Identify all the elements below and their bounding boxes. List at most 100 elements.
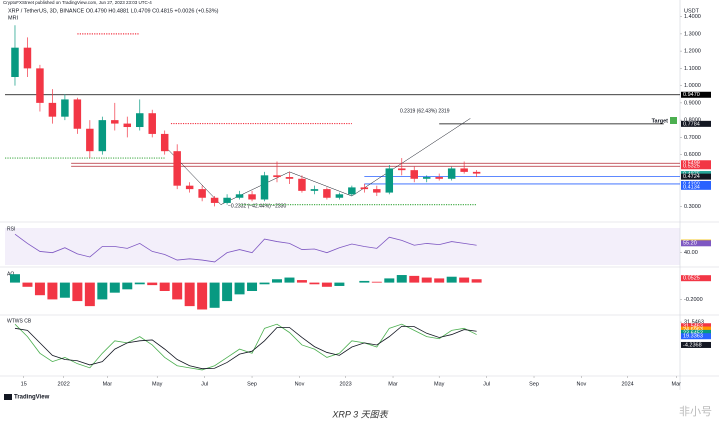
histogram-bar	[9, 274, 20, 283]
candle-body	[248, 194, 256, 200]
histogram-bar	[197, 282, 208, 310]
y-tick-label: 0.3000	[684, 204, 701, 210]
price-label-box	[681, 326, 711, 333]
x-tick-label: Nov	[295, 381, 305, 387]
histogram-bar	[421, 277, 432, 283]
y-tick-label: -0.2000	[684, 297, 703, 303]
price-label-box	[681, 333, 711, 340]
measure-label: 0.2319 (62.43%) 2319	[400, 108, 450, 114]
candle-body	[472, 171, 481, 174]
histogram-bar	[434, 278, 445, 283]
logo: TradingView	[14, 395, 50, 401]
price-label: 0.4134	[683, 184, 700, 190]
price-label: 19.3363	[683, 334, 703, 340]
candle-body	[136, 113, 144, 128]
histogram-bar	[334, 282, 345, 286]
histogram-bar	[247, 282, 258, 291]
histogram-bar	[209, 282, 220, 308]
price-label: 0.7784	[683, 121, 700, 127]
y-tick-label: 1.0000	[684, 83, 701, 89]
price-label-box	[681, 323, 711, 330]
candle-body	[435, 177, 443, 179]
histogram-bar	[396, 275, 407, 283]
candle-body	[61, 99, 69, 117]
x-tick-label: 2023	[339, 381, 351, 387]
histogram-bar	[134, 282, 145, 285]
x-tick-label: 2024	[621, 381, 633, 387]
indicator-line	[14, 323, 477, 371]
candle-body	[335, 194, 344, 198]
candle-body	[385, 168, 394, 193]
candle-body	[223, 197, 231, 203]
y-tick-label: 0.7000	[684, 135, 701, 141]
histogram-bar	[122, 282, 133, 290]
histogram-bar	[72, 282, 83, 302]
candle-body	[48, 102, 57, 117]
histogram-bar	[34, 282, 45, 296]
y-tick-label: 1.3000	[684, 31, 701, 37]
currency: USDT	[684, 8, 700, 14]
histogram-bar	[147, 282, 158, 286]
price-label-box	[681, 173, 711, 180]
price-label-box	[681, 183, 711, 190]
candle-body	[235, 194, 244, 198]
y-tick-label: 40.00	[684, 250, 698, 256]
candle-body	[310, 189, 319, 191]
histogram-bar	[222, 282, 233, 302]
trend-line	[351, 118, 471, 197]
histogram-bar	[446, 276, 457, 283]
histogram-bar	[109, 282, 120, 293]
pane-title: WTWS CB	[7, 318, 32, 324]
target-label: Target	[652, 118, 669, 124]
x-tick-label: Jul	[201, 381, 208, 387]
candle-body	[460, 168, 468, 172]
candle-body	[111, 120, 119, 124]
y-tick-label: 1.4000	[684, 14, 701, 20]
y-tick-label: 0.9000	[684, 100, 701, 106]
candle-body	[160, 133, 169, 152]
x-tick-label: Sep	[529, 381, 539, 387]
x-tick-label: Mar	[103, 381, 113, 387]
candle-body	[185, 185, 194, 190]
measure-label: −0.2332 (−42.44%) −2330	[228, 203, 286, 209]
histogram-bar	[59, 282, 70, 298]
candle-body	[86, 128, 94, 152]
candle-body	[173, 151, 181, 186]
trend-line	[220, 171, 290, 205]
price-label: 0.9470	[683, 92, 700, 98]
symbol-info: XRP / TetherUS, 3D, BINANCE O0.4790 H0.4…	[8, 8, 219, 14]
candle-body	[373, 189, 381, 193]
price-label-box	[681, 329, 711, 336]
price-label-box	[681, 163, 711, 170]
publisher: CryptoFXStreet published on TradingView.…	[3, 0, 152, 5]
histogram-bar	[272, 279, 282, 283]
candle-body	[398, 168, 406, 171]
x-tick-label: Mar	[388, 381, 398, 387]
y-tick-label: 0.6000	[684, 152, 701, 158]
histogram-bar	[159, 282, 170, 291]
candle-body	[260, 175, 269, 200]
candle-body	[98, 120, 107, 152]
candle-body	[198, 189, 206, 198]
x-tick-label: May	[152, 381, 163, 387]
histogram-bar	[384, 278, 395, 283]
candle-body	[323, 189, 331, 198]
candle-body	[36, 68, 44, 103]
y-tick-label: 1.1000	[684, 66, 701, 72]
y-tick-label: 31.5463	[684, 320, 704, 326]
histogram-bar	[184, 282, 195, 307]
y-tick-label: 0.8000	[684, 118, 701, 124]
candle-body	[11, 47, 19, 77]
caption: XRP 3 天图表	[331, 409, 388, 419]
pane-title: RSI	[7, 226, 15, 232]
price-label-box	[681, 341, 711, 348]
x-tick-label: Sep	[247, 381, 257, 387]
price-label-box	[681, 160, 711, 167]
watermark: 非小号	[679, 405, 712, 418]
candle-body	[360, 187, 369, 190]
indicator-line	[14, 325, 477, 370]
trend-line	[289, 171, 352, 197]
price-label-box	[681, 275, 711, 282]
histogram-bar	[371, 281, 382, 283]
